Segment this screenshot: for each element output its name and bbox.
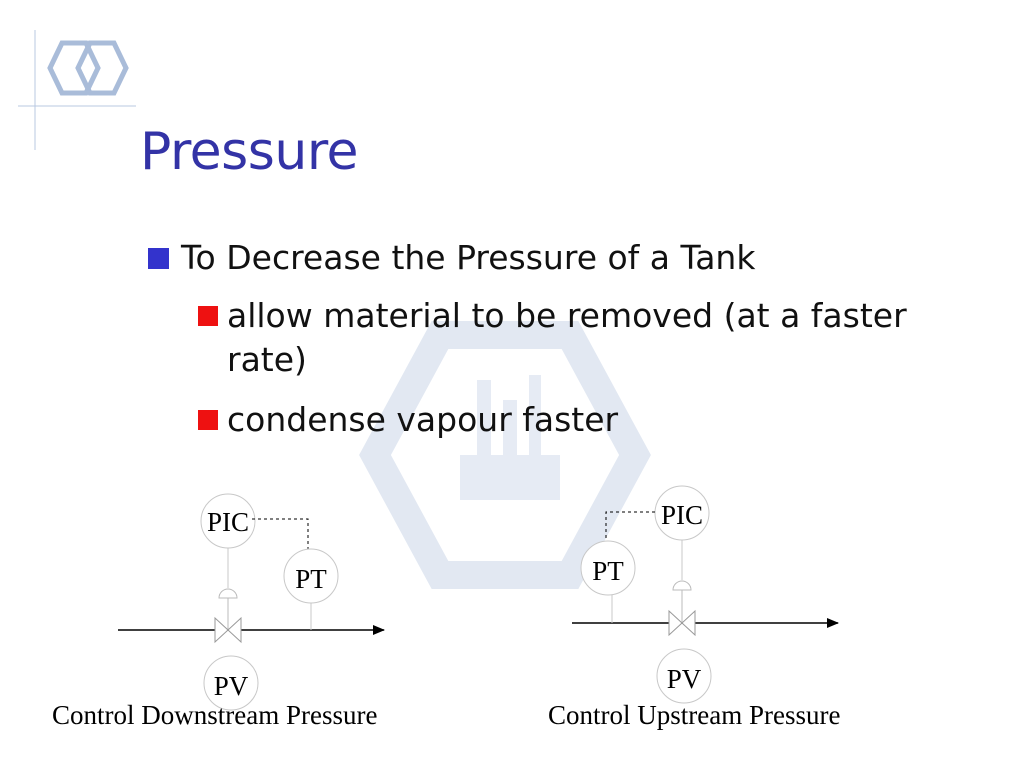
sub-bullet-text: allow material to be removed (at a faste… bbox=[227, 296, 907, 379]
control-valve-icon bbox=[668, 609, 696, 637]
valve-actuator-icon bbox=[218, 588, 238, 599]
control-valve-icon bbox=[214, 616, 242, 644]
pv-bubble bbox=[203, 655, 259, 711]
pt-label: PT bbox=[592, 556, 624, 586]
signal-line bbox=[605, 511, 655, 542]
diagram-downstream: PIC PT PV bbox=[118, 493, 385, 711]
pic-label: PIC bbox=[661, 500, 703, 530]
sub-bullet-square-icon bbox=[198, 410, 218, 430]
logo-hexagon-icon bbox=[18, 30, 136, 150]
pic-label: PIC bbox=[207, 507, 249, 537]
pv-label: PV bbox=[667, 664, 702, 694]
pt-label: PT bbox=[295, 564, 327, 594]
caption-downstream: Control Downstream Pressure bbox=[52, 700, 378, 730]
pv-bubble bbox=[656, 648, 712, 704]
pt-bubble bbox=[580, 540, 636, 596]
watermark-factory-icon bbox=[359, 321, 651, 589]
signal-line bbox=[252, 518, 309, 549]
valve-actuator-icon bbox=[672, 580, 692, 591]
bullet-text: To Decrease the Pressure of a Tank bbox=[181, 238, 756, 277]
sub-bullet-text: condense vapour faster bbox=[227, 400, 619, 439]
sub-bullet-square-icon bbox=[198, 306, 218, 326]
slide-title: Pressure bbox=[140, 122, 359, 182]
pv-label: PV bbox=[214, 671, 249, 701]
bullet-square-icon bbox=[148, 248, 169, 269]
diagram-upstream: PIC PT PV bbox=[572, 485, 839, 704]
caption-upstream: Control Upstream Pressure bbox=[548, 700, 841, 730]
